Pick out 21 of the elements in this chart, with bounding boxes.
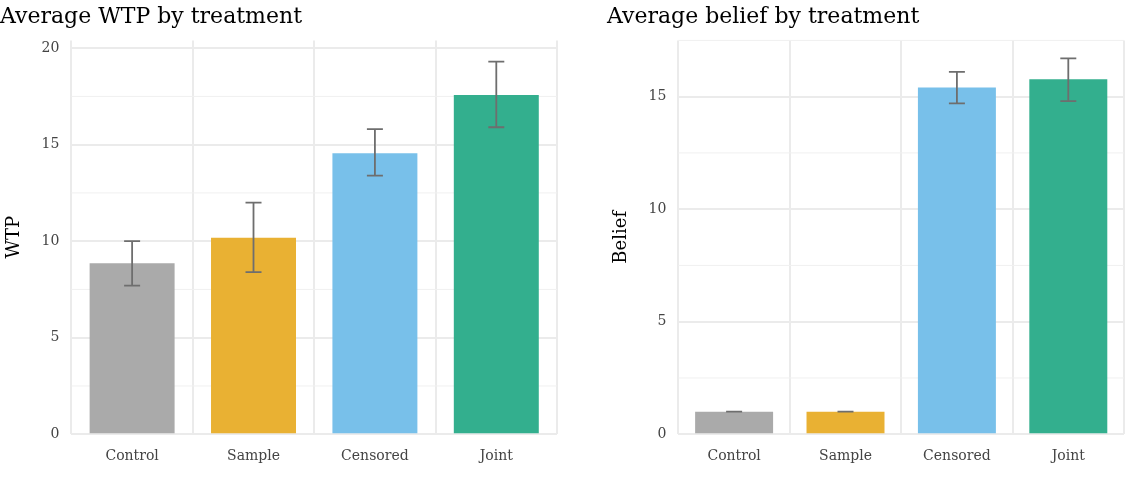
y-tick-label: 0: [657, 424, 667, 441]
y-tick-label: 15: [648, 87, 667, 104]
chart-title: Average WTP by treatment: [0, 2, 303, 28]
x-tick-label: Control: [105, 447, 160, 464]
y-tick-label: 10: [648, 199, 667, 216]
x-tick-label: Censored: [341, 447, 409, 464]
y-tick-label: 15: [41, 135, 60, 152]
y-tick-label: 5: [657, 312, 667, 329]
y-tick-label: 10: [41, 231, 60, 248]
chart-title: Average belief by treatment: [606, 2, 920, 28]
y-axis-title: Belief: [609, 209, 631, 264]
x-tick-label: Sample: [819, 447, 872, 464]
x-tick-label: Joint: [477, 447, 514, 464]
x-tick-label: Sample: [227, 447, 280, 464]
x-tick-label: Control: [707, 447, 762, 464]
x-tick-label: Censored: [923, 447, 991, 464]
y-tick-label: 20: [41, 38, 60, 55]
y-tick-label: 0: [50, 424, 60, 441]
y-tick-label: 5: [50, 328, 60, 345]
x-tick-label: Joint: [1049, 447, 1086, 464]
y-axis-title: WTP: [2, 215, 24, 259]
